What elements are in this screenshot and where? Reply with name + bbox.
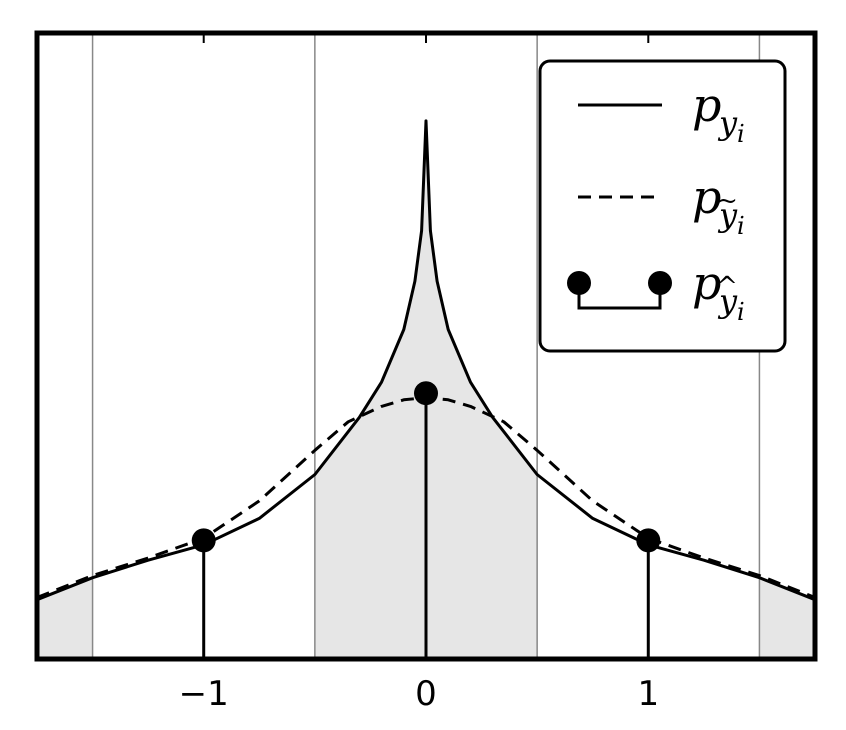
legend-label-base: p: [692, 78, 721, 132]
legend-swatch-marker: [567, 271, 591, 295]
legend-swatch-stem: [577, 283, 662, 310]
legend-label-sub: y: [717, 104, 738, 142]
legend: py ipy~ipy^i: [538, 59, 787, 353]
solid-series-line: [36, 119, 816, 602]
series-layer: [36, 119, 816, 659]
shaded-bin-0: [37, 577, 93, 659]
x-tick-label: −1: [179, 674, 229, 714]
legend-label-sub: y: [717, 282, 738, 320]
legend-label-accent: ~: [716, 186, 738, 216]
plot-frame: [34, 30, 818, 662]
legend-label-subsub: i: [737, 120, 745, 148]
legend-label-base: p: [692, 170, 721, 224]
shaded-bin-2: [759, 577, 815, 659]
stem-marker-1: [414, 381, 438, 406]
stem-marker-0: [191, 528, 216, 553]
legend-label-accent: ^: [716, 272, 738, 302]
x-tick-labels: −1 0 1: [179, 674, 659, 714]
x-tick-label: 0: [415, 674, 437, 714]
stem-marker-2: [636, 528, 661, 553]
legend-label-subsub: i: [737, 298, 745, 326]
x-tick-label: 1: [637, 674, 659, 714]
legend-swatch-marker: [648, 271, 672, 295]
legend-label-sub: y: [717, 196, 738, 234]
legend-label-base: p: [692, 256, 721, 310]
legend-box: [538, 59, 787, 353]
legend-label-subsub: i: [737, 212, 745, 240]
